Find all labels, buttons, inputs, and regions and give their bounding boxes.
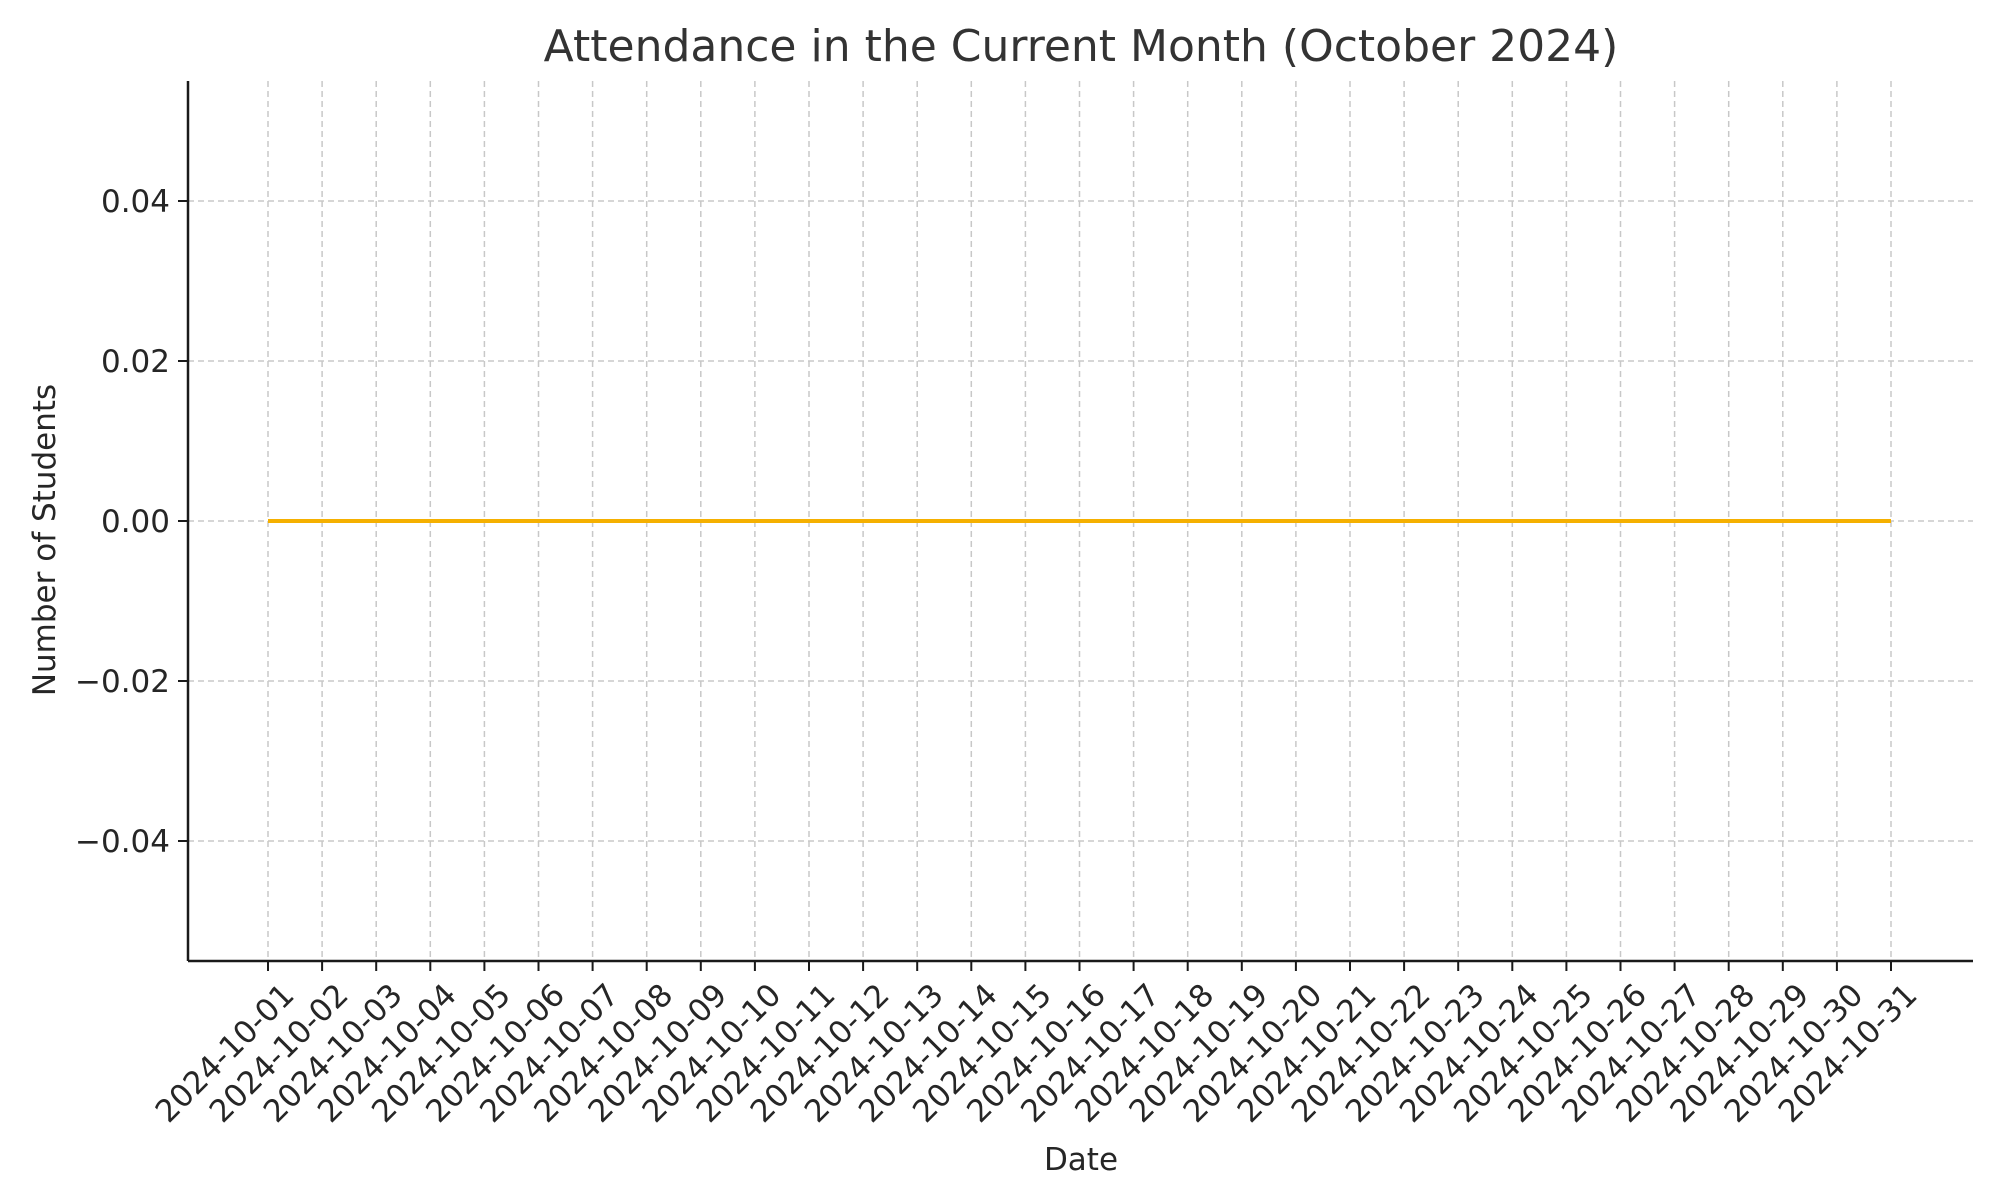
y-axis-ticks: −0.04 −0.02 0.00 0.02 0.04 <box>75 184 188 860</box>
x-axis-label: Date <box>1044 1142 1118 1178</box>
x-axis-ticks: 2024-10-012024-10-022024-10-032024-10-04… <box>149 961 1925 1130</box>
y-axis-label: Number of Students <box>27 384 63 696</box>
y-tick-label: 0.04 <box>101 184 170 220</box>
y-tick-label: −0.04 <box>75 824 170 860</box>
y-tick-label: 0.02 <box>101 344 170 380</box>
y-tick-label: −0.02 <box>75 664 170 700</box>
chart-title: Attendance in the Current Month (October… <box>544 21 1619 72</box>
y-tick-label: 0.00 <box>101 504 170 540</box>
